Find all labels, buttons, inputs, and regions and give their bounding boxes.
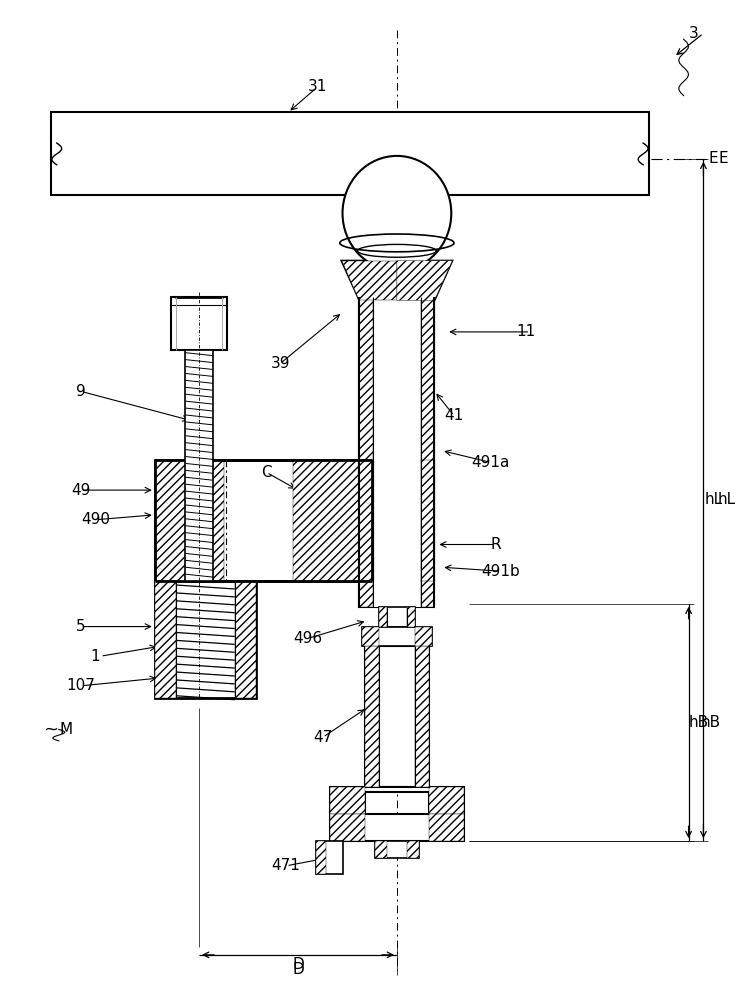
Bar [155,460,372,581]
Polygon shape [362,627,379,646]
Bar [359,297,435,607]
Polygon shape [342,261,452,300]
Text: D: D [292,957,304,972]
Text: 3: 3 [689,26,698,41]
Polygon shape [375,841,387,858]
Bar [155,581,257,698]
Polygon shape [359,297,373,607]
Text: 49: 49 [71,483,90,498]
Text: 5: 5 [76,619,86,634]
Bar [171,297,227,350]
Polygon shape [407,841,418,858]
Text: hB: hB [700,715,720,730]
Polygon shape [330,814,365,841]
Polygon shape [421,297,435,607]
Bar [359,461,435,580]
Polygon shape [316,841,325,874]
Text: E: E [708,151,718,166]
Text: hL: hL [717,492,735,507]
Text: 47: 47 [313,730,332,745]
Text: 41: 41 [444,408,464,423]
Polygon shape [330,787,365,814]
Text: C: C [261,465,272,480]
Text: hB: hB [689,715,708,730]
Polygon shape [379,607,387,627]
Bar [185,350,213,581]
Polygon shape [316,841,342,874]
Polygon shape [155,460,224,581]
Polygon shape [397,261,452,300]
Polygon shape [365,646,379,787]
Polygon shape [359,460,373,581]
Polygon shape [429,787,464,814]
Polygon shape [407,607,415,627]
Polygon shape [342,261,397,300]
Text: 496: 496 [293,631,323,646]
Polygon shape [330,787,464,814]
Bar [51,112,649,195]
Polygon shape [155,581,176,698]
Text: 490: 490 [81,512,110,527]
Text: E: E [718,151,728,166]
Polygon shape [429,814,464,841]
Text: 107: 107 [66,678,95,693]
Polygon shape [293,460,372,581]
Text: M: M [59,722,72,737]
Text: hL: hL [704,492,723,507]
Text: ~: ~ [44,720,58,738]
Bar [373,297,421,607]
Bar [375,841,418,858]
Bar [330,814,464,841]
Text: 11: 11 [516,324,535,339]
Polygon shape [235,581,257,698]
Text: D: D [292,962,304,977]
Text: 39: 39 [270,356,290,371]
Text: 491a: 491a [472,455,510,470]
Text: R: R [491,537,501,552]
Bar [362,627,432,646]
Text: 491b: 491b [481,564,520,579]
Text: 471: 471 [272,858,300,873]
Ellipse shape [342,156,451,271]
Polygon shape [415,627,432,646]
Bar [365,646,429,787]
Text: 9: 9 [75,384,86,399]
Text: 31: 31 [308,79,328,94]
Polygon shape [415,646,429,787]
Polygon shape [421,460,435,581]
Bar [379,607,415,627]
Text: 1: 1 [91,649,100,664]
